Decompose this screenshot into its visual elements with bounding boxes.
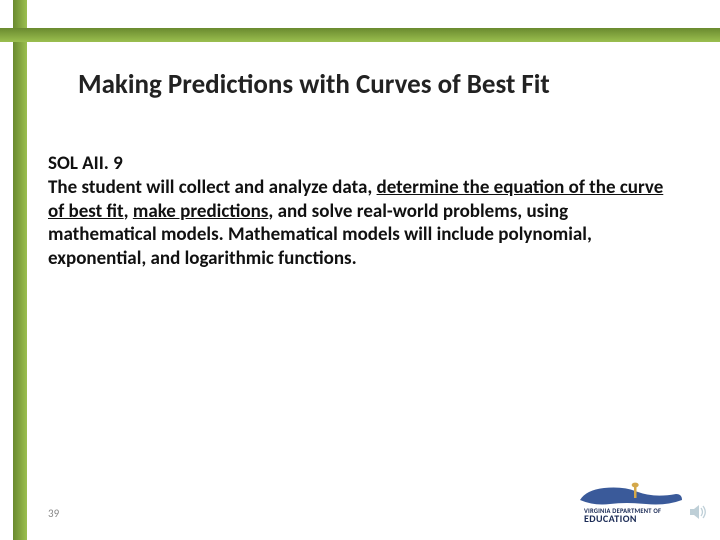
vdoe-logo-text: VIRGINIA DEPARTMENT OF EDUCATION [584, 508, 661, 525]
slide-frame-vertical [13, 0, 27, 540]
body-pre: The student will collect and analyze dat… [48, 176, 377, 199]
slide-body: SOL AII. 9 The student will collect and … [48, 152, 666, 271]
page-number: 39 [48, 507, 59, 520]
sol-label: SOL AII. 9 [48, 152, 123, 175]
body-underline-2: make predictions [133, 200, 269, 223]
slide-frame-horizontal [0, 28, 720, 42]
vdoe-line2: EDUCATION [584, 512, 637, 525]
body-mid1: , [124, 200, 133, 223]
slide-title: Making Predictions with Curves of Best F… [78, 68, 550, 101]
speaker-icon [688, 502, 708, 522]
vdoe-logo: VIRGINIA DEPARTMENT OF EDUCATION [576, 482, 686, 524]
